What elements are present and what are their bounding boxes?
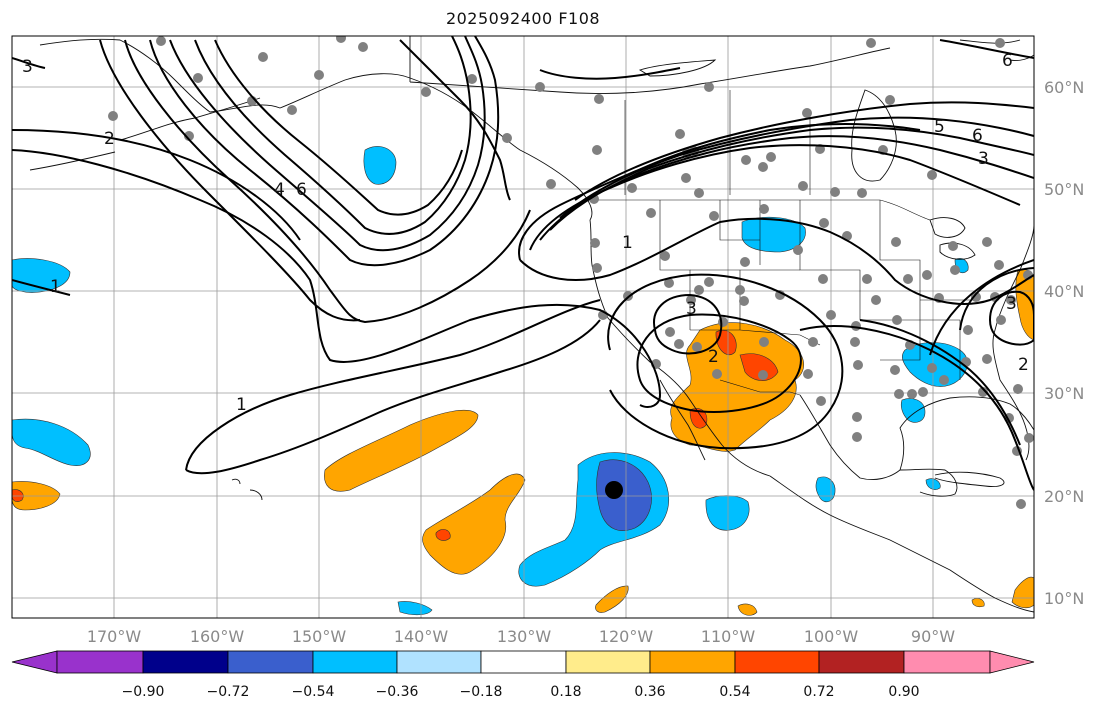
longitude-labels: 170°W 160°W 150°W 140°W 130°W 120°W 110°… — [87, 627, 955, 646]
colorbar-segment — [227, 650, 314, 674]
contour-label: 3 — [22, 57, 33, 77]
lon-label: 90°W — [911, 627, 955, 646]
contour-label: 6 — [1002, 51, 1013, 71]
contour-label: 2 — [708, 347, 719, 367]
lat-label: 30°N — [1044, 384, 1084, 403]
colorbar-label: −0.90 — [122, 684, 165, 700]
colorbar-segment — [312, 650, 398, 674]
contour-label: 1 — [50, 277, 61, 297]
colorbar-labels: −0.90 −0.72 −0.54 −0.36 −0.18 0.18 0.36 … — [122, 684, 920, 700]
contour-label: 1 — [236, 395, 247, 415]
map-title: 2025092400 F108 — [445, 9, 601, 28]
lon-label: 100°W — [804, 627, 859, 646]
colorbar-label: −0.72 — [207, 684, 250, 700]
map-area: 1 1 1 2 2 2 3 3 3 3 4 5 6 6 6 — [12, 36, 1034, 618]
lat-label: 60°N — [1044, 78, 1084, 97]
lon-label: 150°W — [292, 627, 347, 646]
map-frame — [11, 35, 1035, 619]
lon-label: 130°W — [497, 627, 552, 646]
station-markers — [108, 36, 1034, 509]
contour-label: 3 — [978, 149, 989, 169]
lon-label: 160°W — [190, 627, 245, 646]
lat-label: 20°N — [1044, 487, 1084, 506]
latitude-labels: 60°N 50°N 40°N 30°N 20°N 10°N — [1044, 78, 1084, 608]
colorbar — [11, 650, 1035, 674]
lon-label: 120°W — [599, 627, 654, 646]
lat-label: 10°N — [1044, 589, 1084, 608]
colorbar-segment — [56, 650, 144, 674]
colorbar-segment — [734, 650, 820, 674]
lon-label: 140°W — [394, 627, 449, 646]
contour-label: 6 — [972, 126, 983, 146]
contour-label: 3 — [1006, 294, 1017, 314]
lon-label: 110°W — [701, 627, 756, 646]
lat-label: 50°N — [1044, 180, 1084, 199]
storm-center-marker — [605, 481, 623, 499]
contour-label: 1 — [622, 233, 633, 253]
colorbar-label: 0.18 — [550, 684, 581, 700]
colorbar-label: 0.72 — [803, 684, 834, 700]
colorbar-label: −0.18 — [460, 684, 503, 700]
colorbar-segment — [989, 650, 1035, 674]
contour-lines — [12, 36, 1034, 491]
colorbar-segment — [565, 650, 651, 674]
political-borders — [596, 90, 970, 396]
colorbar-segment — [11, 650, 58, 674]
colorbar-segment — [142, 650, 229, 674]
colorbar-label: −0.54 — [292, 684, 335, 700]
lat-label: 40°N — [1044, 282, 1084, 301]
anomaly-fill — [12, 146, 1034, 616]
lon-label: 170°W — [87, 627, 142, 646]
colorbar-segment — [903, 650, 991, 674]
colorbar-label: 0.54 — [719, 684, 750, 700]
colorbar-label: 0.36 — [634, 684, 665, 700]
colorbar-segment — [649, 650, 736, 674]
colorbar-segment — [480, 650, 567, 674]
contour-label: 6 — [296, 180, 307, 200]
graticule — [12, 36, 1034, 618]
contour-label: 2 — [1018, 355, 1029, 375]
contour-label: 5 — [934, 117, 945, 137]
colorbar-label: 0.90 — [888, 684, 919, 700]
contour-label: 2 — [104, 129, 115, 149]
colorbar-segment — [818, 650, 905, 674]
contour-label: 4 — [274, 180, 285, 200]
colorbar-label: −0.36 — [376, 684, 419, 700]
contour-labels: 1 1 1 2 2 2 3 3 3 3 4 5 6 6 6 — [22, 51, 1029, 415]
colorbar-segment — [396, 650, 482, 674]
contour-label: 3 — [686, 299, 697, 319]
